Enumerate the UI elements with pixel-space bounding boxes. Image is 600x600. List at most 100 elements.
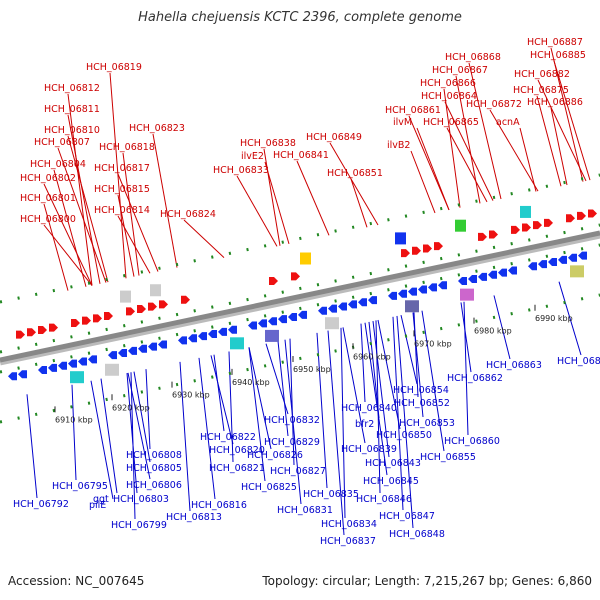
scale-tick-label: 6930 kbp [172,391,210,400]
top-gene-label: HCH_06887 [527,37,583,48]
connector-line [236,175,278,247]
reverse-gene-arrow [138,344,147,353]
top-gene-label: HCH_06804 [30,159,86,170]
connector-line [372,320,390,458]
connector-line [213,354,225,432]
reverse-gene-arrow [248,321,257,330]
connector-line [444,101,494,201]
connector-line [145,369,151,450]
top-gene-label: HCH_06866 [420,78,476,89]
connector-line [90,380,114,500]
reverse-gene-arrow [178,336,187,345]
scale-tick-label: 6990 kbp [535,314,573,323]
connector-line [463,301,469,436]
connector-line [117,194,135,277]
scale-tick-label: 6970 kbp [414,339,452,348]
top-gene-label: HCH_06833 [213,165,269,176]
connector-line [443,88,461,208]
reverse-gene-arrow [338,302,347,311]
connector-line [489,109,539,192]
forward-gene-arrow [104,311,113,320]
connector-line [284,339,302,505]
forward-gene-arrow [181,295,190,304]
connector-line [392,316,404,511]
reverse-gene-arrow [218,327,227,336]
connector-line [360,323,366,403]
top-gene-label: HCH_06865 [423,117,479,128]
connector-line [368,321,380,419]
reverse-gene-arrow [38,365,47,374]
bottom-gene-label: HCH_06848 [389,529,445,540]
top-gene-label: ilvE2 [241,151,264,162]
bottom-gene-label: HCH_06847 [379,511,435,522]
forward-gene-arrow [27,328,36,337]
connector-line [53,169,87,287]
connector-line [364,322,388,476]
connector-line [198,357,216,500]
bottom-gene-label: HCH_06850 [376,430,432,441]
top-gene-label: HCH_06882 [514,69,570,80]
bottom-gene-label: HCH_06839 [341,444,397,455]
top-gene-label: HCH_06838 [240,138,296,149]
bottom-gene-label: HCH_06835 [303,489,359,500]
bottom-gene-label: HCH_06837 [320,536,376,547]
bottom-gene-label: HCH_06829 [264,437,320,448]
track-forward-genes [16,205,597,339]
connector-line [43,224,93,286]
connector-line [327,330,345,536]
connector-line [127,372,151,480]
connector-line [264,161,290,244]
connector-line [43,183,93,286]
connector-line [316,332,328,489]
forward-gene-block [520,205,531,218]
top-gene-label: HCH_06811 [44,104,100,115]
genome-backbone [0,173,600,424]
connector-line [558,281,582,356]
reverse-gene-arrow [438,281,447,290]
forward-gene-arrow [137,305,146,314]
reverse-gene-arrow [188,334,197,343]
connector-line [408,115,450,211]
connector-line [183,219,225,258]
bottom-gene-label: HCH_06832 [264,415,320,426]
reverse-gene-arrow [78,357,87,366]
bottom-gene-label: HCH_06843 [365,458,421,469]
bottom-gene-label: HCH_06845 [363,476,419,487]
forward-gene-arrow [423,244,432,253]
forward-gene-arrow [93,314,102,323]
reverse-gene-arrow [568,253,577,262]
top-gene-label: HCH_06812 [44,83,100,94]
top-gene-label: HCH_06815 [94,184,150,195]
reverse-gene-block [265,329,279,342]
forward-gene-arrow [49,323,58,332]
bottom-gene-label: ggt [93,494,109,505]
top-gene-label: HCH_06841 [273,150,329,161]
bottom-gene-label: HCH_06822 [200,432,256,443]
connector-lines [26,47,591,536]
connector-line [550,107,568,186]
connector-line [100,378,118,494]
connector-line [460,302,472,373]
connector-line [109,72,127,279]
connector-line [133,371,151,463]
reverse-gene-arrow [8,372,17,381]
connector-line [375,320,381,494]
top-gene-label: HCH_06818 [99,142,155,153]
connector-line [179,361,191,512]
bottom-gene-label: bfr2 [355,419,374,430]
connector-line [67,114,101,284]
bottom-gene-label: HCH_06803 [113,494,169,505]
bottom-gene-label: HCH_06799 [111,520,167,531]
top-gene-label: ilvM [393,117,412,128]
connector-line [296,160,330,236]
top-gene-label: HCH_06802 [20,173,76,184]
bottom-gene-label: HCH_06805 [126,463,182,474]
bottom-gene-label: HCH_06852 [394,398,450,409]
forward-gene-arrow [522,223,531,232]
forward-gene-arrow [577,211,586,220]
backbone-line [0,230,600,363]
reverse-gene-arrow [408,287,417,296]
reverse-gene-arrow [368,296,377,305]
track-reverse-genes [8,251,587,384]
